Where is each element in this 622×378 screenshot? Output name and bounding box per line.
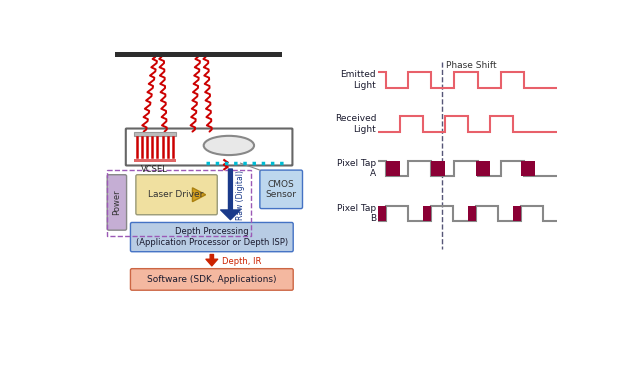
Polygon shape [192, 188, 206, 202]
FancyBboxPatch shape [107, 175, 126, 230]
Bar [513, 206, 521, 221]
Text: Pixel Tap
A: Pixel Tap A [337, 159, 376, 178]
Bar [115, 51, 282, 57]
Bar [424, 206, 431, 221]
Text: Emitted
Light: Emitted Light [340, 70, 376, 90]
Text: Power: Power [113, 190, 121, 215]
Bar [134, 159, 176, 163]
Text: Depth Processing
(Application Processor or Depth ISP): Depth Processing (Application Processor … [136, 228, 288, 247]
Bar [431, 161, 445, 176]
Text: Depth, IR: Depth, IR [222, 257, 261, 266]
Text: CMOS
Sensor: CMOS Sensor [266, 180, 296, 199]
Bar [468, 206, 476, 221]
FancyBboxPatch shape [260, 170, 302, 209]
Text: Software (SDK, Applications): Software (SDK, Applications) [147, 275, 277, 284]
FancyBboxPatch shape [131, 223, 293, 252]
Text: Laser Driver: Laser Driver [149, 190, 204, 199]
Text: Pixel Tap
B: Pixel Tap B [337, 203, 376, 223]
Text: Phase Shift: Phase Shift [446, 61, 496, 70]
Text: Received
Light: Received Light [335, 114, 376, 133]
Ellipse shape [203, 136, 254, 155]
FancyBboxPatch shape [131, 269, 293, 290]
Text: Raw (Digital): Raw (Digital) [236, 170, 245, 220]
Bar [386, 161, 400, 176]
Bar [107, 170, 251, 235]
Bar [476, 161, 490, 176]
FancyBboxPatch shape [126, 129, 292, 166]
Text: VCSEL: VCSEL [141, 166, 168, 175]
Bar [378, 206, 386, 221]
Bar [521, 161, 535, 176]
Bar [134, 132, 176, 136]
FancyBboxPatch shape [136, 175, 217, 215]
